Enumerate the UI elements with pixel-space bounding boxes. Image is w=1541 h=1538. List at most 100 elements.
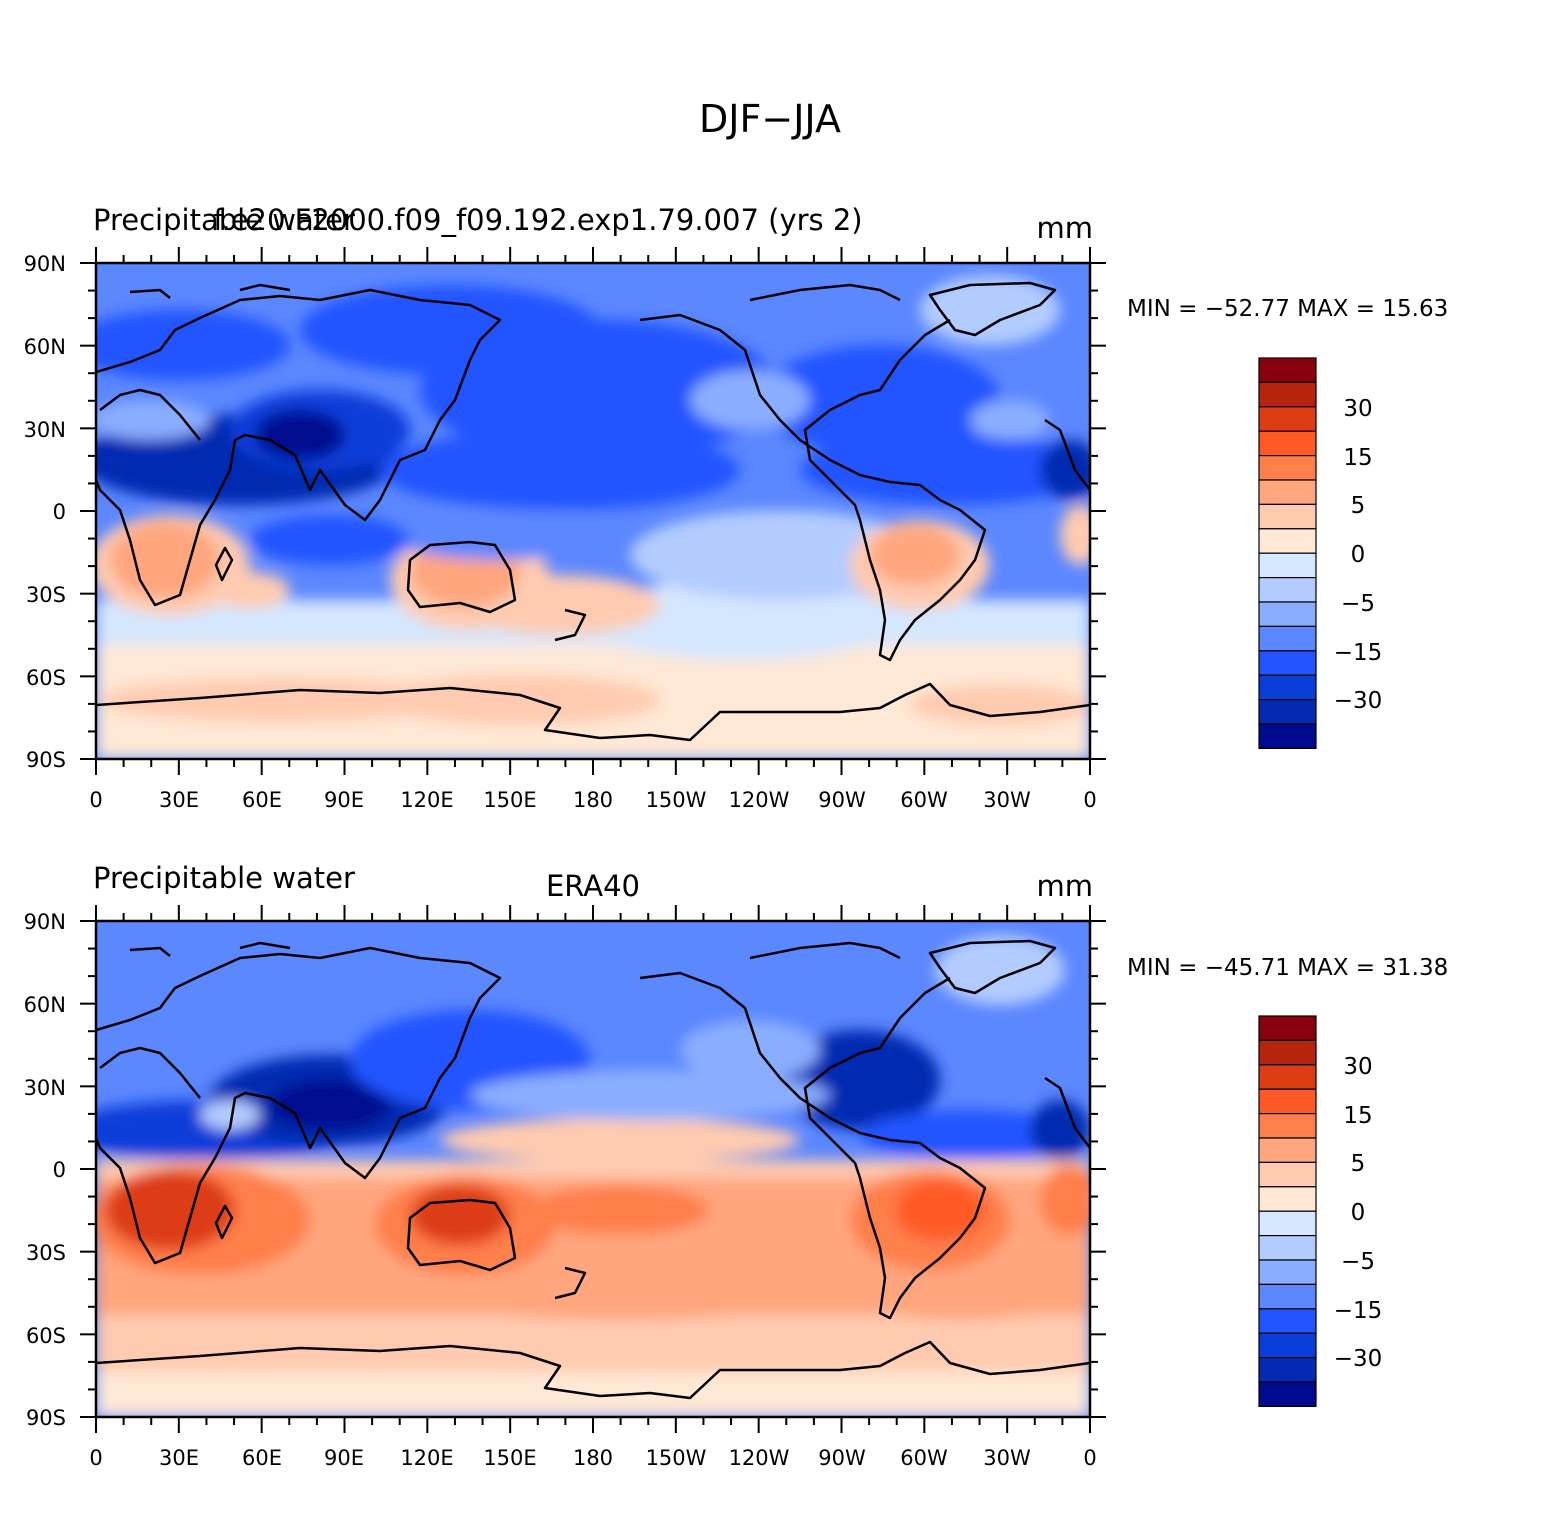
map-field-bottom — [96, 921, 1090, 1417]
colorbar-label: −30 — [1334, 1346, 1383, 1372]
colorbar-label: −30 — [1334, 688, 1383, 714]
lat-label: 60S — [26, 1324, 66, 1348]
colorbar-label: 15 — [1343, 445, 1372, 471]
lon-label: 60W — [900, 788, 948, 812]
colorbar-box — [1258, 1064, 1317, 1090]
ticks-bottom — [80, 905, 1106, 1433]
lon-label: 30E — [159, 1446, 199, 1470]
lon-label: 60E — [242, 788, 282, 812]
colorbar-box — [1258, 1259, 1317, 1285]
lon-label: 120E — [400, 1446, 453, 1470]
colorbar-box — [1258, 479, 1317, 505]
colorbar-box — [1258, 1015, 1317, 1041]
ticks-top — [80, 247, 1106, 775]
min-max-bottom: MIN = −45.71 MAX = 31.38 — [1127, 955, 1448, 981]
colorbar-box — [1258, 357, 1317, 383]
panel-bottom-units: mm — [1037, 869, 1094, 903]
colorbar-box — [1258, 406, 1317, 432]
panel-top: Precipitable water f.e20.F2000.f09_f09.1… — [24, 203, 1449, 812]
colorbar-box — [1258, 381, 1317, 408]
lat-labels-top: 90N 60N 30N 0 30S 60S 90S — [24, 252, 66, 772]
colorbar-box — [1258, 698, 1317, 725]
lon-label: 150E — [483, 788, 536, 812]
colorbar-box — [1258, 674, 1317, 701]
colorbar-box — [1258, 528, 1317, 554]
lat-label: 60N — [24, 993, 66, 1017]
colorbar-box — [1258, 1039, 1317, 1066]
lat-label: 30S — [26, 583, 66, 607]
colorbar-label: −5 — [1341, 1249, 1375, 1275]
colorbar-box — [1258, 1112, 1317, 1139]
panel-top-center-title: f.e20.F2000.f09_f09.192.exp1.79.007 (yrs… — [213, 203, 862, 237]
colorbar-top: 30 15 5 0 −5 −15 −30 — [1258, 357, 1383, 749]
colorbar-box — [1258, 650, 1317, 676]
lon-label: 90W — [818, 1446, 866, 1470]
colorbar-label: 30 — [1343, 1054, 1372, 1080]
lon-label: 90E — [324, 1446, 364, 1470]
lon-label: 30E — [159, 788, 199, 812]
colorbar-bottom: 30 15 5 0 −5 −15 −30 — [1258, 1015, 1383, 1407]
lon-label: 150W — [646, 1446, 707, 1470]
panel-bottom-left-title: Precipitable water — [93, 861, 355, 895]
colorbar-box — [1258, 1332, 1317, 1359]
colorbar-label: −15 — [1334, 1298, 1383, 1324]
map-field-top — [96, 263, 1090, 759]
colorbar-box — [1258, 552, 1317, 579]
lat-label: 90S — [26, 1406, 66, 1430]
lon-label: 120W — [729, 1446, 790, 1470]
figure-title: DJF−JJA — [699, 97, 841, 141]
lat-label: 30N — [24, 418, 66, 442]
colorbar-box — [1258, 1283, 1317, 1310]
lon-label: 0 — [89, 1446, 102, 1470]
colorbar-box — [1258, 576, 1317, 603]
colorbar-box — [1258, 1234, 1317, 1261]
colorbar-label: −15 — [1334, 640, 1383, 666]
colorbar-label: 0 — [1351, 1200, 1366, 1226]
colorbar-box — [1258, 503, 1317, 530]
lat-label: 0 — [53, 1158, 66, 1182]
lat-label: 60N — [24, 335, 66, 359]
lon-label: 120E — [400, 788, 453, 812]
colorbar-box — [1258, 1186, 1317, 1212]
colorbar-box — [1258, 601, 1317, 627]
lon-label: 150E — [483, 1446, 536, 1470]
lat-label: 30S — [26, 1241, 66, 1265]
lat-labels-bottom: 90N 60N 30N 0 30S 60S 90S — [24, 910, 66, 1430]
colorbar-label: 5 — [1351, 1151, 1366, 1177]
colorbar-box — [1258, 1308, 1317, 1334]
panel-top-units: mm — [1037, 211, 1094, 245]
lon-label: 180 — [573, 1446, 613, 1470]
lon-label: 150W — [646, 788, 707, 812]
colorbar-label: 0 — [1351, 542, 1366, 568]
lat-label: 0 — [53, 500, 66, 524]
coastlines-top — [96, 281, 1090, 742]
coastlines-bottom — [96, 939, 1090, 1400]
colorbar-box — [1258, 455, 1317, 481]
lon-label: 0 — [1083, 1446, 1096, 1470]
lat-label: 90S — [26, 748, 66, 772]
colorbar-box — [1258, 625, 1317, 652]
colorbar-box — [1258, 1210, 1317, 1237]
panel-bottom-center-title: ERA40 — [546, 869, 640, 903]
lon-label: 30W — [983, 788, 1031, 812]
lon-label: 0 — [89, 788, 102, 812]
lon-label: 90E — [324, 788, 364, 812]
lon-labels-bottom: 0 30E 60E 90E 120E 150E 180 150W 120W 90… — [89, 1446, 1096, 1470]
lon-label: 120W — [729, 788, 790, 812]
lat-label: 30N — [24, 1076, 66, 1100]
lat-label: 60S — [26, 666, 66, 690]
colorbar-box — [1258, 1161, 1317, 1188]
colorbar-label: 5 — [1351, 493, 1366, 519]
lon-label: 30W — [983, 1446, 1031, 1470]
lon-label: 0 — [1083, 788, 1096, 812]
colorbar-box — [1258, 1381, 1317, 1407]
colorbar-box — [1258, 430, 1317, 457]
lon-label: 90W — [818, 788, 866, 812]
colorbar-box — [1258, 1356, 1317, 1383]
lon-label: 60E — [242, 1446, 282, 1470]
lon-label: 60W — [900, 1446, 948, 1470]
lat-label: 90N — [24, 252, 66, 276]
colorbar-label: −5 — [1341, 591, 1375, 617]
colorbar-label: 15 — [1343, 1103, 1372, 1129]
